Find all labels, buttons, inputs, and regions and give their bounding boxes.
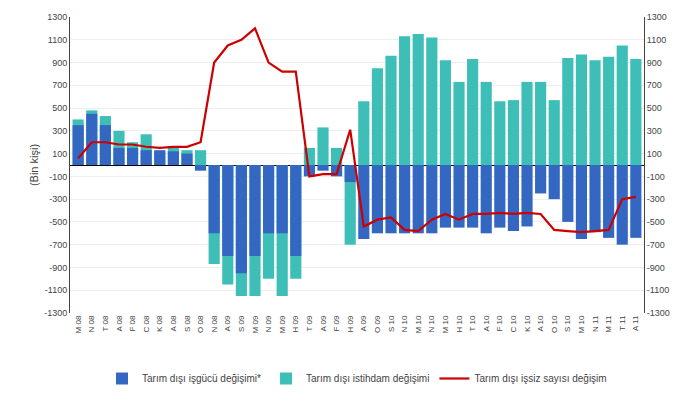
svg-text:700: 700 [52,80,67,90]
svg-text:F 10: F 10 [495,315,504,332]
svg-text:Tarım dışı işgücü değişimi*: Tarım dışı işgücü değişimi* [142,373,261,384]
svg-text:1100: 1100 [647,35,666,45]
svg-text:A 09: A 09 [223,315,232,332]
svg-text:N 08: N 08 [87,315,96,332]
svg-text:H 09: H 09 [291,315,300,332]
svg-text:T 10: T 10 [468,315,477,331]
svg-text:-1100: -1100 [647,285,669,295]
svg-text:M 10: M 10 [441,315,450,333]
svg-text:-900: -900 [647,263,665,273]
svg-text:100: 100 [52,149,67,159]
svg-text:M 10: M 10 [577,315,586,333]
svg-text:A 10: A 10 [482,315,491,332]
svg-text:300: 300 [52,126,67,136]
svg-text:O 08: O 08 [196,315,205,333]
svg-text:N 09: N 09 [264,315,273,332]
svg-text:M 09: M 09 [278,315,287,333]
svg-text:A 10: A 10 [536,315,545,332]
svg-text:S 10: S 10 [387,315,396,332]
svg-text:F 09: F 09 [332,315,341,332]
svg-text:A 09: A 09 [319,315,328,332]
svg-text:C 10: C 10 [509,315,518,332]
svg-text:1100: 1100 [48,35,67,45]
svg-text:-500: -500 [647,217,665,227]
svg-text:S 10: S 10 [563,315,572,332]
svg-text:H 10: H 10 [455,315,464,332]
svg-text:100: 100 [647,149,662,159]
svg-text:700: 700 [647,80,662,90]
svg-text:A 08: A 08 [115,315,124,332]
svg-text:900: 900 [647,58,662,68]
svg-text:-300: -300 [647,194,665,204]
svg-text:T 09: T 09 [305,315,314,331]
svg-text:900: 900 [52,58,67,68]
svg-text:N 10: N 10 [400,315,409,332]
svg-text:N 08: N 08 [210,315,219,332]
svg-text:M 10: M 10 [414,315,423,333]
svg-text:1300: 1300 [47,12,67,22]
svg-text:M 11: M 11 [604,315,613,333]
svg-text:-1100: -1100 [45,285,67,295]
svg-text:N 10: N 10 [427,315,436,332]
svg-text:300: 300 [647,126,662,136]
svg-text:O 10: O 10 [550,315,559,333]
svg-text:O 09: O 09 [373,315,382,333]
svg-text:M 09: M 09 [251,315,260,333]
svg-text:S 09: S 09 [237,315,246,332]
svg-text:-100: -100 [49,172,67,182]
svg-text:-1300: -1300 [44,308,67,318]
svg-text:Tarım dışı işsiz sayısı değişi: Tarım dışı işsiz sayısı değişim [474,373,606,384]
svg-text:C 08: C 08 [142,315,151,332]
svg-text:-100: -100 [647,172,665,182]
svg-text:M 08: M 08 [74,315,83,333]
svg-text:1300: 1300 [647,12,667,22]
svg-text:K 08: K 08 [155,315,164,332]
svg-text:-700: -700 [647,240,665,250]
svg-text:K 10: K 10 [523,315,532,332]
svg-text:-1300: -1300 [647,308,670,318]
svg-text:A 09: A 09 [359,315,368,332]
svg-text:-300: -300 [49,194,67,204]
svg-text:-900: -900 [49,263,67,273]
svg-text:N 11: N 11 [591,315,600,332]
svg-text:500: 500 [52,103,67,113]
svg-text:A 08: A 08 [169,315,178,332]
svg-text:T 11: T 11 [618,315,627,331]
svg-text:A 11: A 11 [631,315,640,331]
svg-text:-500: -500 [49,217,67,227]
svg-text:S 08: S 08 [183,315,192,332]
svg-text:T 08: T 08 [101,315,110,331]
svg-text:H 09: H 09 [346,315,355,332]
svg-text:(Bin kişi): (Bin kişi) [28,144,40,186]
svg-text:Tarım dışı istihdam değişimi: Tarım dışı istihdam değişimi [306,373,429,384]
svg-text:-700: -700 [49,240,67,250]
svg-text:500: 500 [647,103,662,113]
svg-text:F 08: F 08 [128,315,137,332]
